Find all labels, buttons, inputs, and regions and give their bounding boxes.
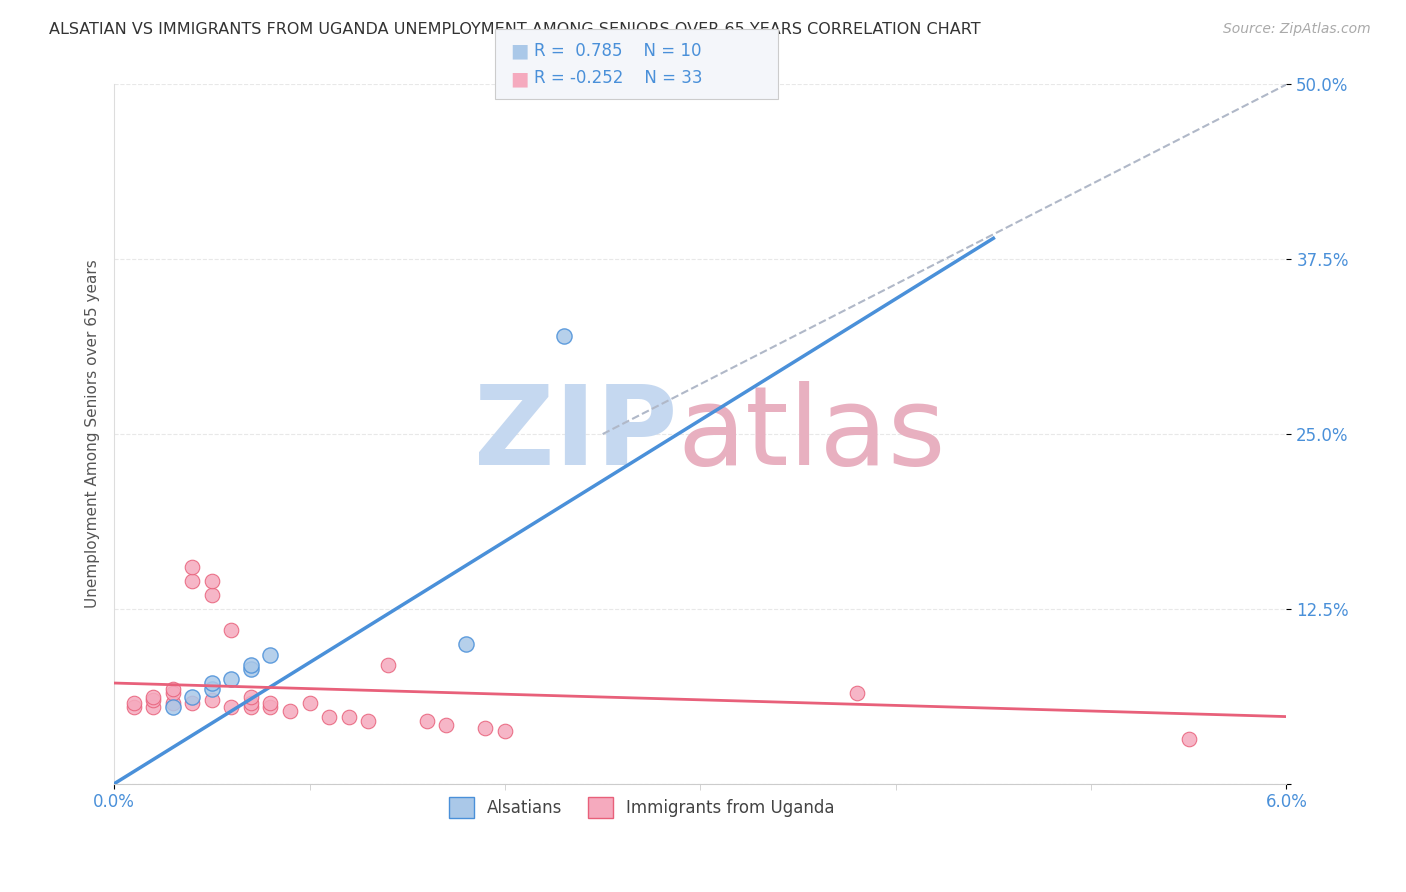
Point — [239, 662, 262, 676]
Point — [259, 699, 281, 714]
Point — [162, 686, 184, 700]
Point — [553, 329, 575, 343]
Point — [181, 696, 204, 710]
Point — [357, 714, 380, 728]
Point — [494, 723, 516, 738]
Point — [181, 560, 204, 574]
Point — [201, 693, 224, 707]
Text: ■: ■ — [510, 41, 529, 61]
Point — [221, 623, 243, 637]
Point — [845, 686, 868, 700]
Point — [221, 699, 243, 714]
Point — [181, 574, 204, 588]
Point — [201, 681, 224, 696]
Point — [181, 690, 204, 704]
Text: ZIP: ZIP — [474, 381, 676, 488]
Point — [221, 672, 243, 686]
Point — [201, 574, 224, 588]
Text: R =  0.785    N = 10: R = 0.785 N = 10 — [534, 42, 702, 60]
Point — [416, 714, 439, 728]
Point — [162, 696, 184, 710]
Point — [122, 699, 145, 714]
Point — [318, 709, 340, 723]
Point — [298, 696, 321, 710]
Point — [142, 699, 165, 714]
Point — [259, 696, 281, 710]
Point — [162, 681, 184, 696]
Point — [239, 657, 262, 672]
Point — [142, 690, 165, 704]
Point — [201, 676, 224, 690]
Text: ALSATIAN VS IMMIGRANTS FROM UGANDA UNEMPLOYMENT AMONG SENIORS OVER 65 YEARS CORR: ALSATIAN VS IMMIGRANTS FROM UGANDA UNEMP… — [49, 22, 981, 37]
Legend: Alsatians, Immigrants from Uganda: Alsatians, Immigrants from Uganda — [443, 790, 841, 824]
Point — [278, 704, 301, 718]
Point — [201, 588, 224, 602]
Point — [239, 690, 262, 704]
Text: Source: ZipAtlas.com: Source: ZipAtlas.com — [1223, 22, 1371, 37]
Point — [377, 657, 399, 672]
Point — [239, 696, 262, 710]
Point — [1178, 731, 1201, 746]
Point — [434, 718, 457, 732]
Point — [162, 699, 184, 714]
Point — [122, 696, 145, 710]
Point — [454, 637, 477, 651]
Point — [239, 699, 262, 714]
Text: R = -0.252    N = 33: R = -0.252 N = 33 — [534, 70, 703, 87]
Text: atlas: atlas — [676, 381, 945, 488]
Point — [259, 648, 281, 662]
Point — [142, 693, 165, 707]
Text: ■: ■ — [510, 69, 529, 88]
Y-axis label: Unemployment Among Seniors over 65 years: Unemployment Among Seniors over 65 years — [86, 260, 100, 608]
Point — [474, 721, 496, 735]
Point — [337, 709, 360, 723]
